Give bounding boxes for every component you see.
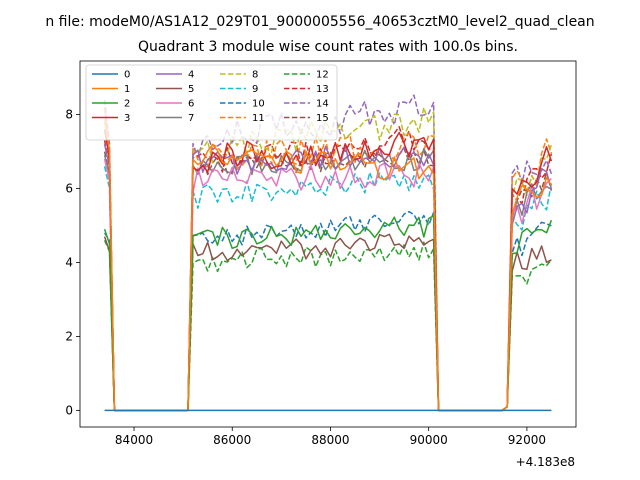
chart-title: Quadrant 3 module wise count rates with … <box>138 39 518 55</box>
legend-label-3: 3 <box>124 113 130 124</box>
legend-label-15: 15 <box>316 113 329 124</box>
plot-area <box>103 94 553 412</box>
legend-label-9: 9 <box>252 84 258 95</box>
legend-label-4: 4 <box>188 70 194 81</box>
y-tick-label: 6 <box>65 182 73 196</box>
series-lines <box>103 94 553 412</box>
legend-label-13: 13 <box>316 84 329 95</box>
legend-label-1: 1 <box>124 84 130 95</box>
legend-label-8: 8 <box>252 70 258 81</box>
y-tick-label: 8 <box>65 108 73 122</box>
legend-label-0: 0 <box>124 70 130 81</box>
x-offset-label: +4.183e8 <box>516 455 575 469</box>
axes: 84000 86000 88000 90000 92000 0 2 4 6 8 <box>65 60 577 447</box>
legend-label-5: 5 <box>188 84 194 95</box>
x-tick-label: 88000 <box>311 433 349 447</box>
legend-box <box>85 64 338 141</box>
legend-label-7: 7 <box>188 113 194 124</box>
y-tick-label: 4 <box>65 255 73 269</box>
figure-suptitle: n file: modeM0/AS1A12_029T01_9000005556_… <box>45 14 594 30</box>
axes-frame <box>79 60 577 428</box>
x-tick-label: 90000 <box>410 433 448 447</box>
x-tick-label: 86000 <box>213 433 251 447</box>
x-tick-label: 84000 <box>115 433 153 447</box>
x-tick-label: 92000 <box>508 433 546 447</box>
legend-label-11: 11 <box>252 113 265 124</box>
y-tick-label: 0 <box>65 403 73 417</box>
legend-label-12: 12 <box>316 70 329 81</box>
legend-label-6: 6 <box>188 99 194 110</box>
legend-label-10: 10 <box>252 99 265 110</box>
y-tick-label: 2 <box>65 329 73 343</box>
legend-label-14: 14 <box>316 99 329 110</box>
legend-label-2: 2 <box>124 99 130 110</box>
